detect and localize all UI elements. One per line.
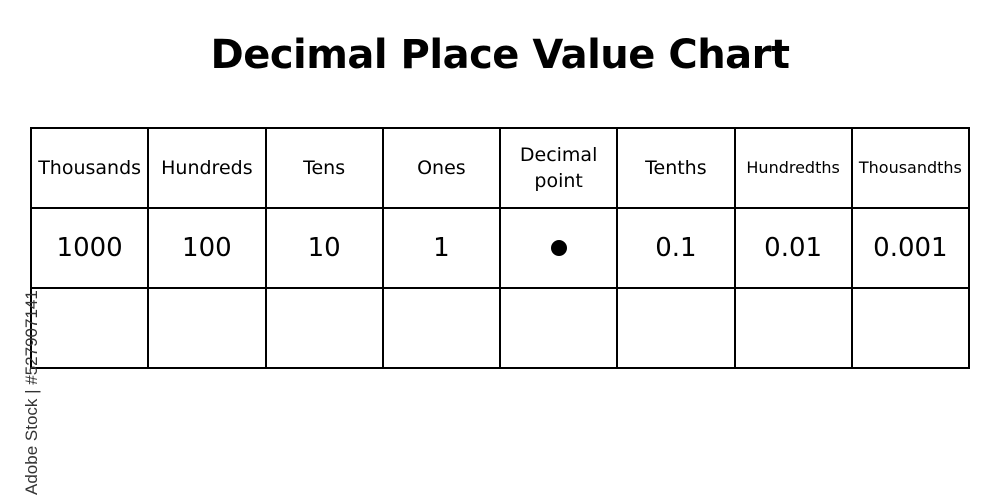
empty-cell	[850, 287, 971, 369]
page-title: Decimal Place Value Chart	[210, 32, 790, 78]
empty-row	[29, 287, 971, 369]
value-thousandths: 0.001	[850, 207, 971, 289]
empty-cell	[498, 287, 619, 369]
header-tenths: Tenths	[616, 127, 736, 209]
value-thousands: 1000	[29, 207, 150, 289]
empty-cell	[381, 287, 502, 369]
value-ones: 1	[381, 207, 502, 289]
header-ones: Ones	[381, 127, 502, 209]
header-thousandths: Thousandths	[850, 127, 971, 209]
header-hundredths: Hundredths	[733, 127, 853, 209]
value-row: 1000 100 10 1 0.1 0.01 0.001	[29, 207, 971, 289]
decimal-dot-icon	[550, 240, 567, 256]
header-thousands: Thousands	[29, 127, 150, 209]
header-hundreds: Hundreds	[147, 127, 267, 209]
empty-cell	[147, 287, 267, 369]
header-decimal-point: Decimal point	[498, 127, 619, 209]
empty-cell	[616, 287, 736, 369]
empty-cell	[264, 287, 384, 369]
header-row: Thousands Hundreds Tens Ones Decimal poi…	[29, 127, 971, 209]
empty-cell	[29, 287, 150, 369]
value-tenths: 0.1	[616, 207, 736, 289]
value-hundreds: 100	[147, 207, 267, 289]
header-tens: Tens	[264, 127, 384, 209]
watermark: Adobe Stock | #527907141	[22, 290, 41, 495]
empty-cell	[733, 287, 853, 369]
place-value-table: Thousands Hundreds Tens Ones Decimal poi…	[29, 127, 971, 369]
value-hundredths: 0.01	[733, 207, 853, 289]
value-decimal-point	[498, 207, 619, 289]
value-tens: 10	[264, 207, 384, 289]
